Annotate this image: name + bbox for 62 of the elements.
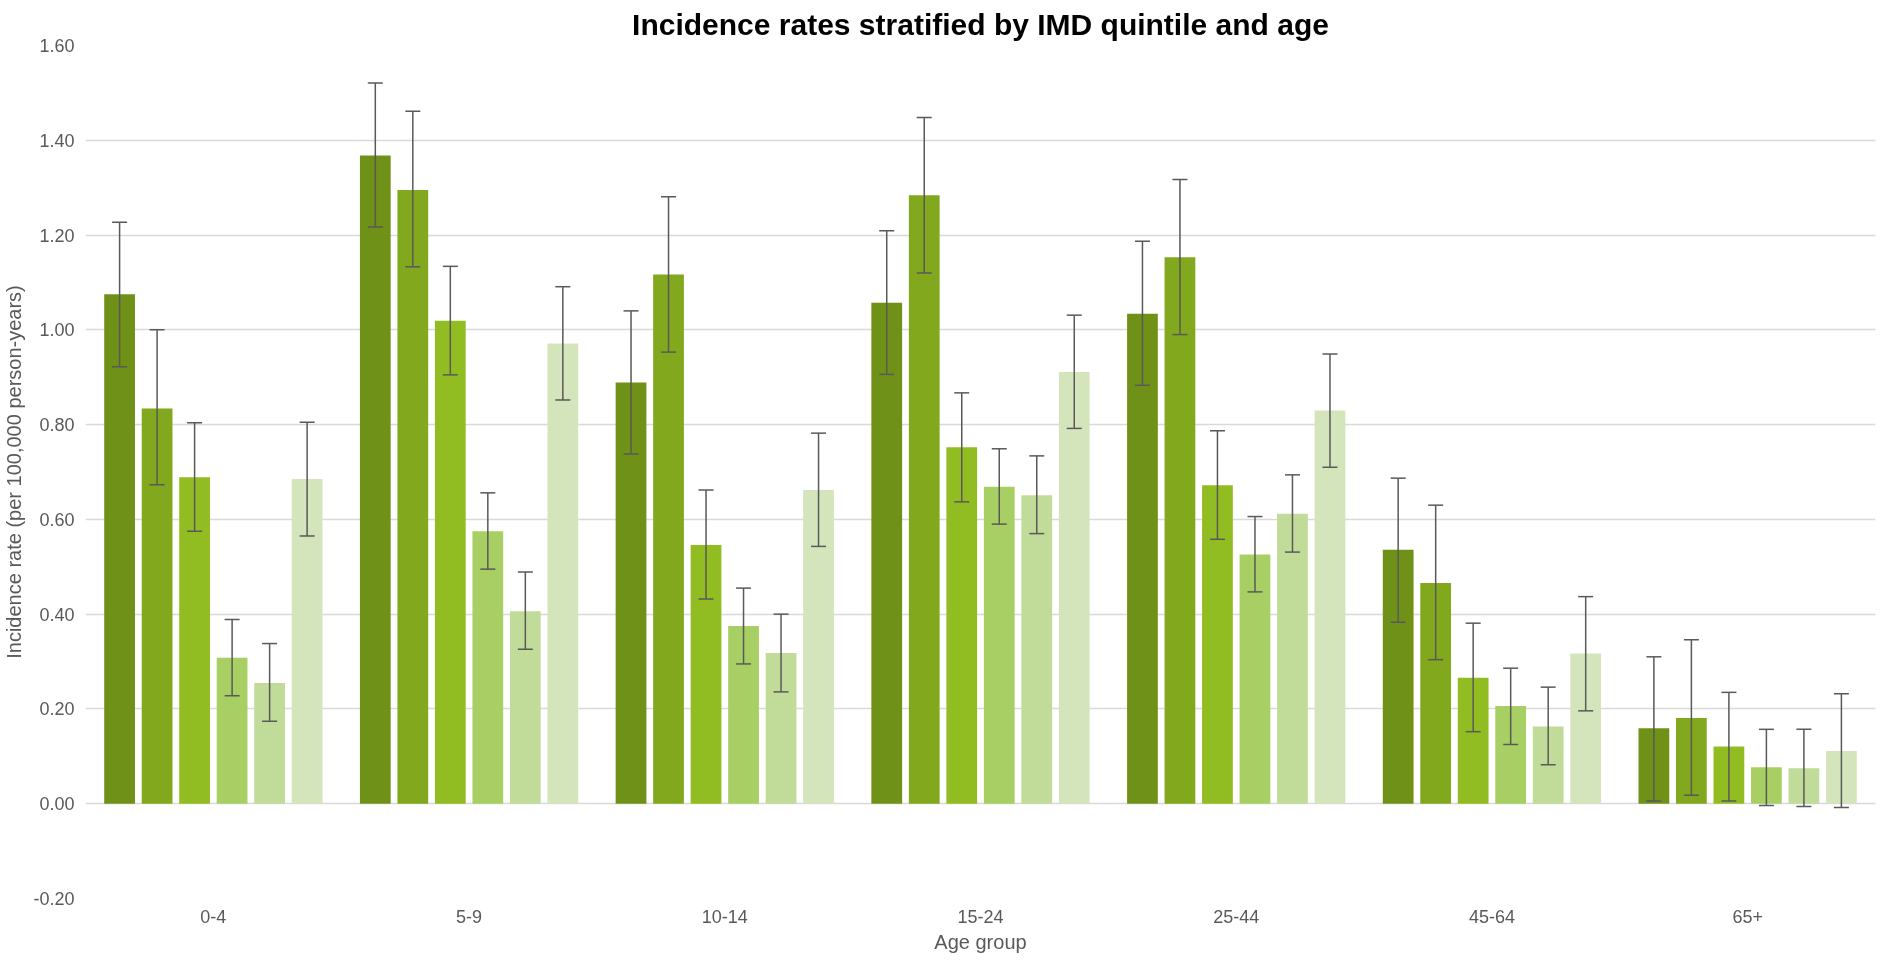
bar: [1532, 726, 1564, 804]
bar: [104, 294, 135, 804]
bar: [653, 274, 684, 804]
x-tick-label: 65+: [1732, 906, 1763, 927]
x-axis-title: Age group: [934, 930, 1027, 953]
bar: [803, 490, 834, 804]
bar: [141, 408, 173, 804]
bar: [397, 190, 429, 804]
x-tick-label: 15-24: [957, 906, 1004, 927]
y-axis-title: Incidence rate (per 100,000 person-years): [3, 285, 26, 659]
bar: [509, 611, 541, 804]
y-tick-label: 1.00: [39, 320, 75, 341]
bar: [983, 486, 1015, 804]
bar: [1382, 549, 1414, 804]
y-tick-label: 0.40: [39, 604, 75, 625]
chart-title: Incidence rates stratified by IMD quintile and age: [632, 7, 1329, 41]
bar: [216, 657, 248, 804]
bar: [547, 343, 579, 804]
x-tick-label: 0-4: [200, 906, 227, 927]
bar: [472, 531, 504, 804]
bar: [1058, 372, 1090, 804]
bar: [1457, 677, 1489, 804]
x-tick-label: 5-9: [456, 906, 483, 927]
bar: [871, 302, 903, 804]
bar: [1164, 257, 1196, 804]
y-tick-label: 1.40: [39, 130, 75, 151]
bar: [1202, 485, 1233, 804]
y-tick-label: 0.60: [39, 509, 75, 530]
bar: [434, 320, 466, 804]
y-tick-label: 1.60: [39, 36, 75, 56]
bar: [1638, 728, 1670, 804]
bar: [1420, 582, 1452, 804]
bar: [1127, 313, 1158, 804]
bar: [359, 155, 391, 804]
bar: [690, 544, 722, 804]
bar: [254, 682, 285, 804]
bar: [1826, 751, 1857, 804]
bar: [1277, 513, 1308, 804]
bar: [615, 382, 647, 804]
y-tick-label: 0.80: [39, 415, 75, 436]
bar: [1788, 768, 1820, 804]
bar: [765, 653, 797, 804]
x-tick-label: 25-44: [1213, 906, 1260, 927]
bar: [1495, 706, 1527, 804]
y-tick-label: -0.20: [33, 889, 75, 909]
bar: [1751, 767, 1782, 804]
bar: [179, 477, 210, 804]
bar: [291, 479, 323, 804]
bar: [946, 447, 978, 804]
bar: [1239, 554, 1271, 804]
x-tick-label: 10-14: [701, 906, 748, 927]
bar: [1676, 717, 1707, 804]
y-tick-label: 0.20: [39, 699, 75, 720]
bar: [728, 626, 759, 804]
bar: [908, 195, 940, 804]
y-tick-label: 1.20: [39, 225, 75, 246]
x-tick-label: 45-64: [1468, 906, 1515, 927]
y-tick-label: 0.00: [39, 794, 75, 815]
bar: [1314, 410, 1346, 804]
bar: [1713, 746, 1745, 804]
bar: [1021, 495, 1053, 804]
bar: [1570, 653, 1602, 804]
